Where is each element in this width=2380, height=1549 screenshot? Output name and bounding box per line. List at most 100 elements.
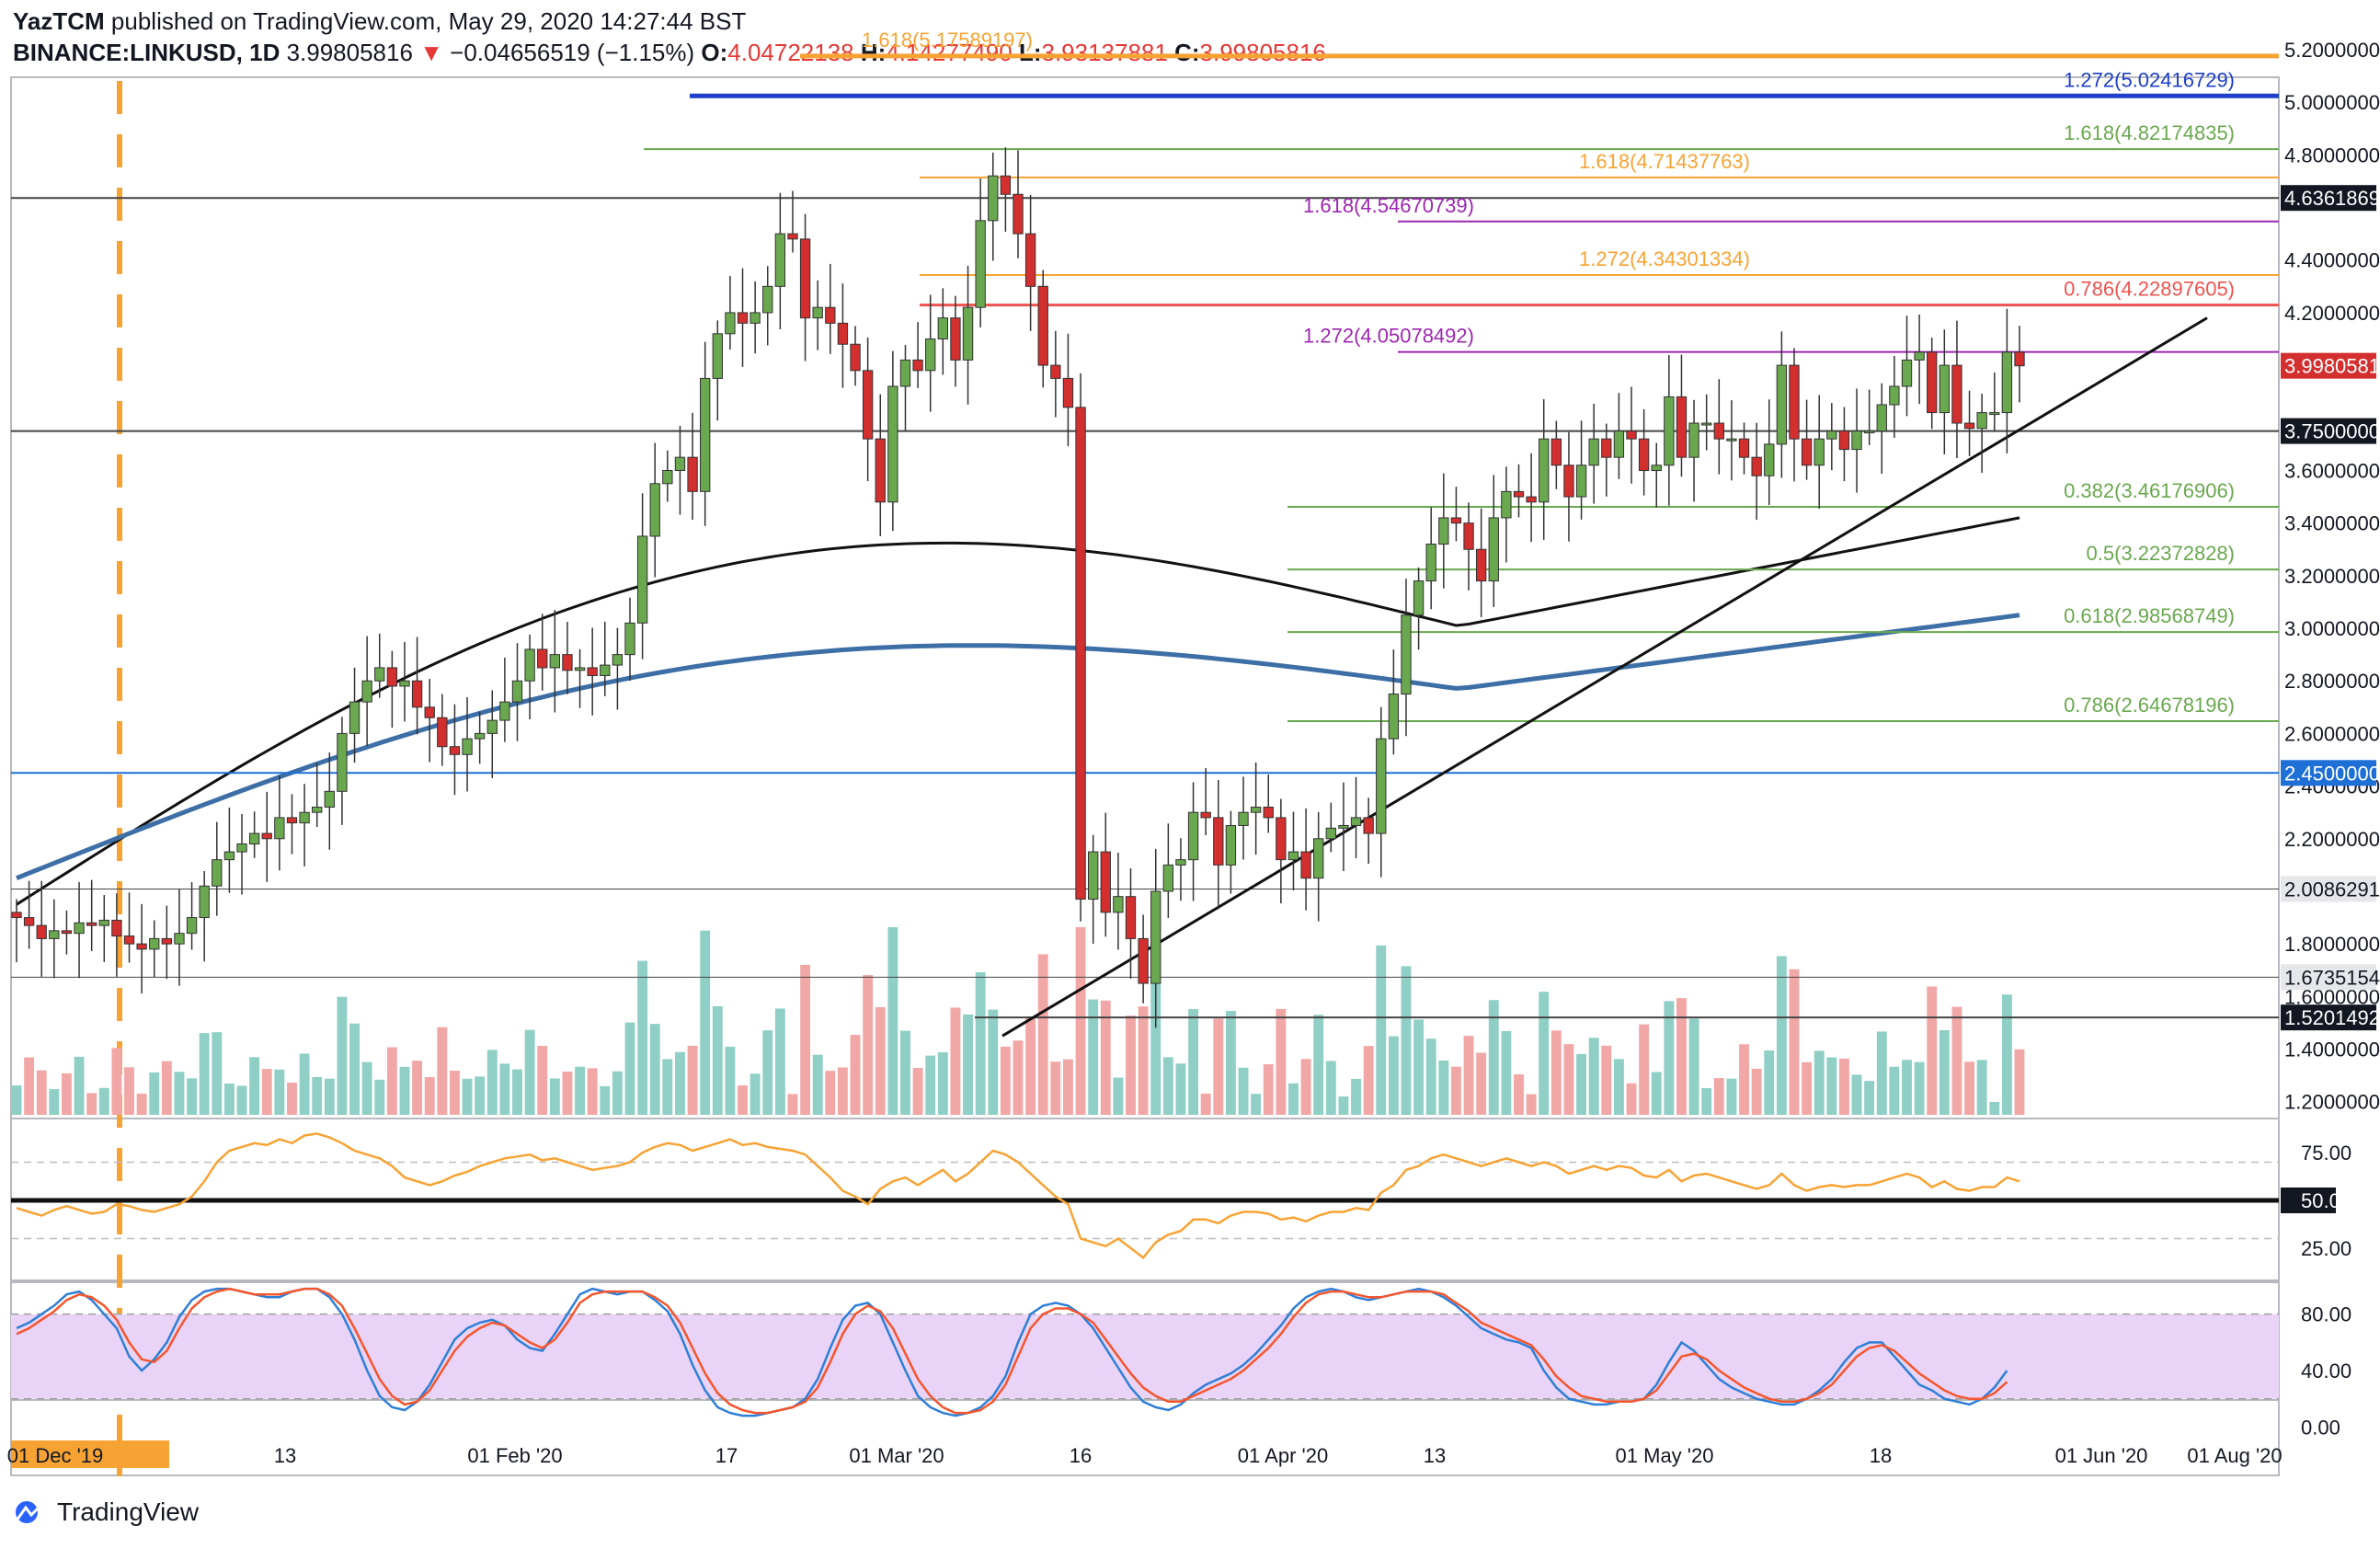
candle-body bbox=[1488, 517, 1499, 582]
x-tick-label: 18 bbox=[1870, 1444, 1892, 1467]
volume-bar bbox=[850, 1035, 861, 1115]
stoch-tick-label: 0.00 bbox=[2301, 1416, 2340, 1439]
rsi-panel: 75.00 50.00 25.00 bbox=[11, 1132, 2351, 1260]
volume-bar bbox=[1902, 1060, 1912, 1115]
candle-body bbox=[624, 622, 635, 656]
volume-bar bbox=[261, 1069, 272, 1115]
volume-bar bbox=[1939, 1029, 1950, 1115]
candle-body bbox=[925, 338, 936, 372]
candle-body bbox=[537, 648, 548, 669]
volume-bar bbox=[1263, 1063, 1274, 1115]
volume-bar bbox=[1075, 927, 1086, 1115]
volume-bar bbox=[812, 1054, 823, 1115]
fib-label: 0.382(3.46176906) bbox=[2064, 479, 2235, 502]
volume-bar bbox=[774, 1008, 785, 1115]
volume-bar bbox=[312, 1076, 323, 1115]
last-price: 3.99805816 bbox=[286, 39, 413, 66]
volume-bar bbox=[1376, 945, 1387, 1115]
candle-body bbox=[636, 535, 648, 624]
symbol-label: BINANCE:LINKUSD, 1D bbox=[13, 39, 280, 66]
volume-bar bbox=[475, 1076, 486, 1115]
volume-bar bbox=[1000, 1046, 1011, 1115]
publication-header: YazTCM published on TradingView.com, May… bbox=[13, 7, 746, 36]
tradingview-footer[interactable]: TradingView bbox=[13, 1497, 199, 1527]
volume-bar bbox=[1626, 1083, 1637, 1115]
candle-body bbox=[1613, 430, 1625, 458]
x-tick-label: 01 Apr '20 bbox=[1238, 1444, 1328, 1467]
candle-body bbox=[712, 333, 723, 379]
candle-body bbox=[1539, 438, 1550, 503]
volume-bar bbox=[236, 1085, 247, 1115]
volume-bar bbox=[1989, 1101, 2000, 1115]
volume-bar bbox=[1764, 1050, 1775, 1115]
rsi-label-box bbox=[2281, 1188, 2336, 1213]
candle-body bbox=[1463, 522, 1474, 550]
candle-body bbox=[1776, 364, 1788, 445]
candle-body bbox=[1125, 896, 1137, 939]
volume-bar bbox=[1138, 1006, 1149, 1115]
candle-body bbox=[1963, 422, 1975, 430]
publication-info: published on TradingView.com, May 29, 20… bbox=[110, 7, 747, 35]
candle-body bbox=[324, 790, 335, 808]
volume-bar bbox=[1889, 1066, 1900, 1115]
candle-body bbox=[1726, 438, 1737, 442]
candle-body bbox=[1676, 396, 1688, 458]
volume-bar bbox=[712, 1005, 723, 1115]
candle-body bbox=[474, 732, 486, 740]
candle-body bbox=[1175, 859, 1186, 866]
candle-body bbox=[799, 238, 811, 319]
price-tick-label: 5.20000000 bbox=[2284, 39, 2380, 62]
candle-body bbox=[1575, 465, 1587, 498]
volume-bar bbox=[1251, 1094, 1262, 1115]
fib-label: 1.272(5.02416729) bbox=[2064, 68, 2235, 91]
candle-body bbox=[1588, 438, 1599, 466]
candle-body bbox=[937, 317, 948, 340]
volume-bar bbox=[1501, 1030, 1512, 1115]
rsi-tick-label: 50.00 bbox=[2301, 1189, 2351, 1212]
fib-label: 0.618(2.98568749) bbox=[2064, 604, 2235, 627]
candle-body bbox=[1150, 890, 1161, 984]
volume-bar bbox=[512, 1069, 522, 1115]
stoch-rsi-panel: 80.00 40.00 0.00 bbox=[11, 1287, 2351, 1439]
volume-bar bbox=[575, 1066, 586, 1115]
volume-bar bbox=[1876, 1031, 1887, 1115]
candle-body bbox=[1413, 580, 1425, 616]
fib-label: 1.618(4.54670739) bbox=[1303, 194, 1474, 217]
candle-body bbox=[1263, 806, 1274, 819]
candle-body bbox=[837, 322, 849, 345]
candle-body bbox=[1550, 438, 1562, 466]
volume-bar bbox=[1300, 1059, 1311, 1115]
volume-bar bbox=[2001, 994, 2012, 1115]
candle-body bbox=[1664, 396, 1675, 466]
candle-body bbox=[1037, 285, 1048, 366]
volume-bar bbox=[1726, 1078, 1737, 1115]
volume-bar bbox=[524, 1029, 535, 1115]
volume-bar bbox=[1476, 1052, 1487, 1115]
volume-bar bbox=[1588, 1038, 1599, 1115]
candle-body bbox=[1738, 438, 1750, 458]
volume-bar bbox=[1450, 1066, 1461, 1115]
volume-bar bbox=[274, 1069, 285, 1115]
x-tick-label: 16 bbox=[1070, 1444, 1092, 1467]
volume-bar bbox=[1651, 1072, 1662, 1115]
stoch-k-line bbox=[16, 1287, 2008, 1417]
candle-body bbox=[600, 664, 611, 677]
candle-body bbox=[975, 220, 986, 308]
candle-body bbox=[612, 654, 624, 666]
volume-bar bbox=[249, 1057, 260, 1115]
candle-body bbox=[887, 385, 898, 503]
volume-bar bbox=[700, 930, 711, 1115]
volume-bar bbox=[912, 1068, 923, 1115]
volume-bar bbox=[1927, 986, 1938, 1115]
volume-bar bbox=[950, 1007, 961, 1115]
candle-body bbox=[2001, 351, 2013, 414]
volume-bar bbox=[963, 1014, 973, 1115]
x-highlight-box bbox=[11, 1440, 169, 1468]
candles bbox=[11, 147, 2025, 1028]
volume-bar bbox=[1576, 1053, 1587, 1115]
candle-body bbox=[1024, 233, 1036, 287]
candle-body bbox=[511, 680, 523, 703]
volume-bar bbox=[825, 1071, 836, 1115]
candle-body bbox=[725, 312, 736, 335]
